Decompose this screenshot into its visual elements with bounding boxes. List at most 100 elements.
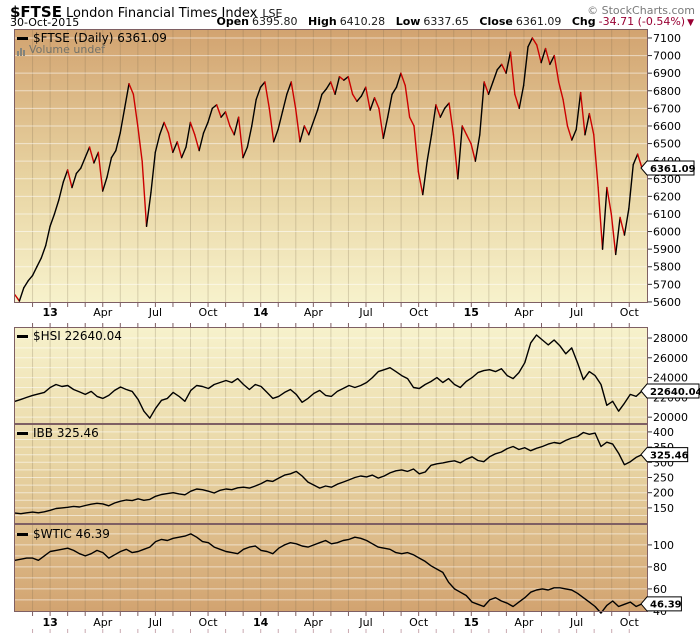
ftse-price-segment: [97, 151, 104, 192]
ftse-price-segment: [400, 72, 406, 87]
ftse-price-segment: [417, 171, 424, 196]
wtic-last-value-box: [640, 596, 682, 612]
ftse-price-segment: [198, 132, 205, 152]
x-axis-label: 14: [253, 306, 269, 319]
volume-bars-icon: [17, 43, 26, 56]
ftse-price-segment: [106, 156, 113, 178]
x-axis-label: Oct: [199, 616, 219, 629]
ftse-price-segment: [80, 156, 86, 169]
wtic-last-value-text: 46.39: [650, 600, 682, 611]
index-title: London Financial Times Index: [65, 6, 258, 21]
ftse-price-segment: [163, 121, 170, 134]
ftse-price-segment: [321, 88, 328, 95]
ftse-price-segment: [27, 274, 34, 282]
ftse-price-segment: [531, 37, 538, 46]
ftse-price-segment: [251, 98, 257, 127]
legend-ftse-text: $FTSE (Daily) 6361.09: [33, 31, 167, 45]
ftse-price-segment: [378, 107, 385, 139]
y-axis-label: 6900: [653, 67, 681, 80]
chg-value: -34.71 (-0.54%): [598, 15, 686, 28]
ftse-price-segment: [334, 75, 341, 95]
ftse-price-segment: [391, 86, 398, 95]
ftse-price-segment: [154, 134, 161, 154]
ftse-price-segment: [509, 51, 516, 95]
ftse-price-segment: [215, 104, 222, 118]
ftse-price-segment: [369, 97, 376, 111]
ftse-price-segment: [185, 121, 192, 148]
ibb-line-swatch-icon: [17, 432, 28, 435]
ftse-price-segment: [527, 37, 534, 48]
ftse-price-segment: [443, 102, 450, 110]
ftse-last-value-box: [640, 160, 695, 176]
ftse-price-segment: [101, 176, 108, 192]
high-label: High: [308, 15, 337, 28]
ftse-price-segment: [44, 225, 51, 247]
ftse-price-segment: [158, 121, 165, 136]
ftse-price-segment: [430, 104, 437, 136]
ftse-price-segment: [255, 86, 262, 101]
ftse-price-segment: [465, 134, 472, 145]
y-axis-label: 5800: [653, 261, 681, 274]
exchange-label: LSE: [262, 7, 283, 20]
chart-header: $FTSE London Financial Times Index LSE © S…: [0, 0, 700, 29]
ftse-price-segment: [628, 163, 634, 210]
ftse-price-segment: [325, 81, 332, 90]
ftse-price-segment: [281, 93, 288, 113]
ftse-price-segment: [141, 160, 148, 227]
ftse-price-segment: [58, 181, 64, 201]
x-axis-label: Apr: [304, 616, 324, 629]
x-axis-label: 13: [42, 306, 57, 319]
close-value: 6361.09: [515, 15, 562, 28]
ftse-price-segment: [277, 111, 284, 131]
ftse-price-segment: [242, 146, 249, 159]
ibb-panel-border: [14, 424, 648, 524]
ftse-price-segment: [601, 186, 608, 250]
ftse-price-segment: [479, 81, 485, 136]
ftse-price-segment: [84, 146, 91, 159]
x-axis-label: Apr: [514, 306, 534, 319]
ftse-price-segment: [536, 44, 542, 64]
ftse-price-segment: [575, 91, 582, 131]
ftse-price-segment: [246, 125, 253, 148]
x-axis-label: Jul: [358, 306, 372, 319]
ftse-price-segment: [119, 107, 126, 134]
ftse-price-segment: [579, 91, 586, 136]
ftse-price-segment: [224, 111, 231, 127]
x-axis-label: Apr: [93, 616, 113, 629]
y-axis-label: 24000: [653, 372, 688, 385]
ftse-price-segment: [172, 141, 178, 154]
open-label: Open: [216, 15, 249, 28]
legend-wtic-text: $WTIC 46.39: [33, 527, 110, 541]
y-axis-label: 7000: [653, 50, 681, 63]
ibb-price-line: [14, 431, 643, 515]
x-axis-label: Jul: [569, 306, 583, 319]
x-axis-label: 14: [253, 616, 269, 629]
ftse-price-segment: [457, 125, 463, 180]
ftse-price-segment: [408, 116, 415, 127]
ftse-price-segment: [382, 116, 389, 139]
y-axis-label: 250: [653, 471, 674, 484]
ftse-price-segment: [299, 125, 306, 143]
ftse-price-segment: [220, 111, 227, 118]
low-label: Low: [395, 15, 421, 28]
x-axis-label: Jul: [148, 306, 162, 319]
y-axis-label: 5700: [653, 278, 681, 291]
ftse-last-value-text: 6361.09: [650, 164, 696, 175]
legend-hsi: $HSI 22640.04: [17, 329, 122, 343]
ftse-price-segment: [71, 172, 78, 189]
ftse-price-segment: [566, 125, 573, 141]
ftse-price-segment: [36, 257, 43, 268]
ftse-price-segment: [593, 134, 599, 189]
wtic-line-swatch-icon: [17, 533, 28, 536]
ftse-price-segment: [14, 294, 21, 302]
y-axis-label: 6600: [653, 120, 681, 133]
legend-ibb: IBB 325.46: [17, 426, 99, 440]
ftse-price-segment: [522, 46, 529, 87]
ftse-price-segment: [347, 75, 354, 95]
y-axis-label: 6800: [653, 85, 681, 98]
low-value: 6337.65: [423, 15, 469, 28]
ftse-price-segment: [500, 63, 507, 74]
ftse-price-segment: [619, 216, 626, 236]
legend-volume: Volume undef: [17, 43, 105, 56]
